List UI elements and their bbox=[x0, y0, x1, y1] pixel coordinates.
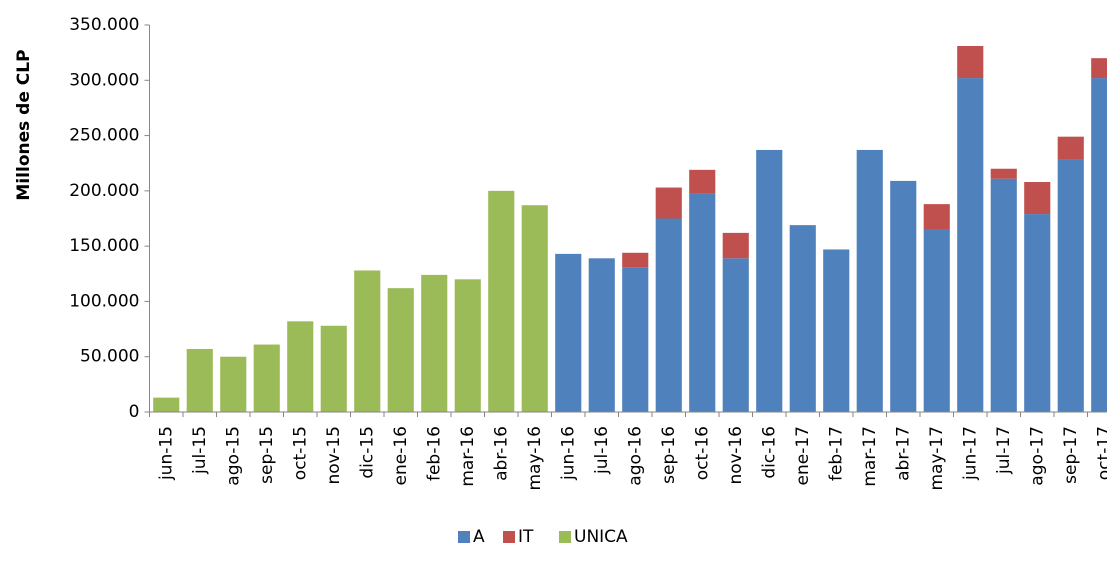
x-tick-label: ago-16 bbox=[625, 426, 645, 486]
x-tick-label: sep-15 bbox=[257, 426, 277, 484]
bar-segment bbox=[488, 190, 515, 412]
bar-segment bbox=[421, 274, 448, 412]
x-tick-label: feb-17 bbox=[826, 426, 846, 481]
bar-segment bbox=[1024, 182, 1051, 215]
x-tick-label: oct-15 bbox=[290, 426, 310, 480]
x-tick-label: ene-16 bbox=[391, 426, 411, 485]
x-tick-label: oct-17 bbox=[1094, 426, 1107, 480]
bar-segment bbox=[1091, 78, 1107, 413]
x-tick-label: ene-17 bbox=[793, 426, 813, 485]
bar-segment bbox=[957, 78, 984, 413]
bar-segment bbox=[990, 178, 1017, 412]
bar-segment bbox=[354, 270, 381, 412]
bar-segment bbox=[689, 169, 716, 194]
x-tick-label: jul-15 bbox=[190, 426, 210, 475]
x-tick-label: may-16 bbox=[525, 426, 545, 491]
bar-segment bbox=[153, 397, 180, 412]
y-tick-label: 100.000 bbox=[69, 291, 139, 311]
bar-segment bbox=[253, 344, 280, 412]
x-tick-label: oct-16 bbox=[692, 426, 712, 480]
bar-segment bbox=[923, 204, 950, 230]
y-tick-label: 150.000 bbox=[69, 236, 139, 256]
bar-segment bbox=[555, 253, 582, 412]
legend-label: UNICA bbox=[574, 527, 628, 547]
x-tick-label: abr-16 bbox=[491, 426, 511, 481]
bar-segment bbox=[957, 46, 984, 79]
y-tick-label: 250.000 bbox=[69, 126, 139, 146]
x-tick-label: jul-17 bbox=[994, 426, 1014, 475]
x-tick-label: sep-16 bbox=[659, 426, 679, 484]
x-tick-label: jun-15 bbox=[156, 426, 176, 481]
bar-segment bbox=[722, 258, 749, 412]
bar-segment bbox=[521, 205, 548, 412]
y-tick-label: 350.000 bbox=[69, 15, 139, 35]
bar-segment bbox=[923, 229, 950, 412]
x-tick-label: mar-17 bbox=[860, 426, 880, 487]
bar-segment bbox=[1091, 58, 1107, 79]
bar-segment bbox=[387, 288, 414, 412]
x-tick-label: ago-15 bbox=[223, 426, 243, 486]
x-tick-label: nov-15 bbox=[324, 426, 344, 485]
bar-segment bbox=[789, 225, 816, 412]
y-tick-label: 0 bbox=[129, 402, 140, 422]
bar-segment bbox=[1057, 159, 1084, 412]
bar-segment bbox=[287, 321, 314, 412]
x-tick-label: feb-16 bbox=[424, 426, 444, 481]
y-axis-label: Millones de CLP bbox=[14, 49, 34, 200]
bar-segment bbox=[454, 279, 481, 412]
bar-segment bbox=[655, 218, 682, 412]
x-tick-label: dic-16 bbox=[759, 426, 779, 479]
bar-segment bbox=[622, 252, 649, 268]
bar-segment bbox=[588, 258, 615, 412]
bar-segment bbox=[655, 187, 682, 219]
bar-segment bbox=[756, 149, 783, 412]
x-tick-label: nov-16 bbox=[726, 426, 746, 485]
y-tick-label: 300.000 bbox=[69, 70, 139, 90]
x-tick-label: mar-16 bbox=[458, 426, 478, 487]
bar-segment bbox=[722, 232, 749, 259]
x-tick-label: sep-17 bbox=[1061, 426, 1081, 484]
bar-segment bbox=[320, 325, 347, 412]
x-tick-label: abr-17 bbox=[893, 426, 913, 481]
y-tick-label: 50.000 bbox=[80, 347, 139, 367]
x-tick-label: jul-16 bbox=[592, 426, 612, 475]
legend-label: IT bbox=[518, 527, 534, 547]
bar-segment bbox=[1057, 136, 1084, 160]
legend-label: A bbox=[473, 527, 485, 547]
x-tick-label: jun-16 bbox=[558, 426, 578, 481]
x-tick-label: dic-15 bbox=[357, 426, 377, 479]
x-tick-label: ago-17 bbox=[1027, 426, 1047, 486]
bar-segment bbox=[220, 356, 247, 412]
legend-swatch bbox=[458, 531, 470, 543]
bar-segment bbox=[990, 168, 1017, 179]
bar-segment bbox=[622, 267, 649, 412]
x-tick-label: may-17 bbox=[927, 426, 947, 491]
bar-segment bbox=[186, 348, 213, 412]
x-tick-label: jun-17 bbox=[960, 426, 980, 481]
y-tick-label: 200.000 bbox=[69, 181, 139, 201]
bar-segment bbox=[823, 249, 850, 412]
legend-swatch bbox=[503, 531, 515, 543]
bar-segment bbox=[890, 180, 917, 412]
bar-segment bbox=[1024, 214, 1051, 412]
bar-segment bbox=[689, 193, 716, 412]
bar-segment bbox=[856, 149, 883, 412]
legend-swatch bbox=[559, 531, 571, 543]
